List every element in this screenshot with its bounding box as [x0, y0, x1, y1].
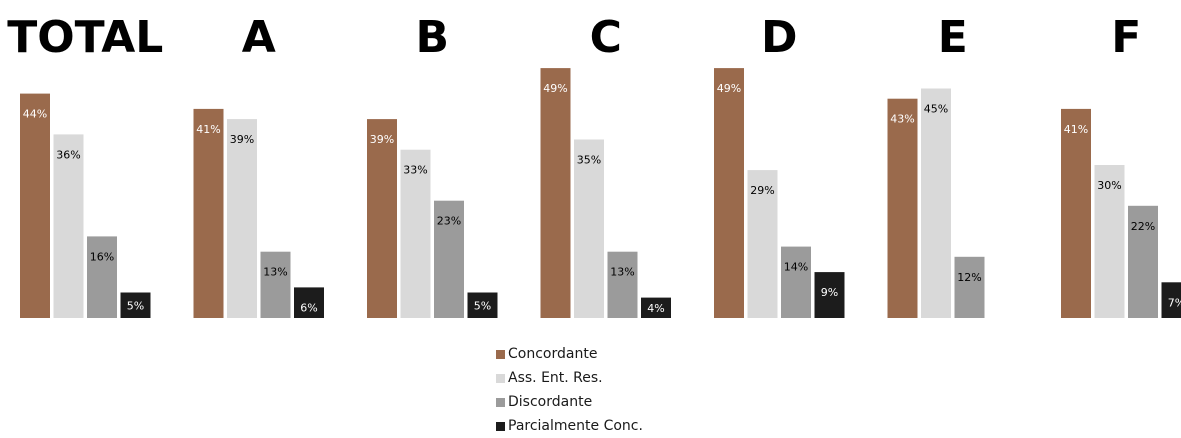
bar-e-series-0 [888, 99, 918, 318]
data-label-c-series-1: 35% [577, 154, 601, 167]
legend-label: Concordante [508, 346, 597, 362]
data-label-f-series-0: 41% [1064, 123, 1088, 136]
legend-item-1: Ass. Ent. Res. [496, 366, 643, 390]
legend-item-3: Parcialmente Conc. [496, 414, 643, 438]
bar-b-series-0 [367, 119, 397, 318]
legend-item-0: Concordante [496, 342, 643, 366]
data-label-e-series-0: 43% [890, 113, 914, 126]
bar-d-series-0 [714, 68, 744, 318]
data-label-total-series-0: 44% [23, 108, 47, 121]
group-title-a: A [242, 12, 276, 63]
bar-a-series-1 [227, 119, 257, 318]
legend: Concordante Ass. Ent. Res. Discordante Parc… [496, 342, 643, 438]
bar-total-series-0 [20, 94, 50, 318]
data-label-a-series-2: 13% [263, 266, 287, 279]
data-label-total-series-3: 5% [127, 299, 144, 312]
bar-total-series-2 [87, 236, 117, 318]
data-label-b-series-1: 33% [403, 164, 427, 177]
data-label-d-series-1: 29% [750, 184, 774, 197]
group-title-b: B [415, 12, 449, 63]
legend-label: Ass. Ent. Res. [508, 370, 603, 386]
bar-e-series-1 [921, 89, 951, 319]
data-label-d-series-2: 14% [784, 261, 808, 274]
data-label-e-series-2: 12% [957, 271, 981, 284]
data-label-e-series-1: 45% [924, 103, 948, 116]
bar-c-series-0 [541, 68, 571, 318]
legend-swatch [496, 374, 505, 383]
group-title-d: D [761, 12, 798, 63]
group-title-total: TOTAL [7, 12, 163, 63]
bar-f-series-0 [1061, 109, 1091, 318]
data-label-b-series-3: 5% [474, 299, 491, 312]
bar-e-series-2 [955, 257, 985, 318]
data-label-b-series-0: 39% [370, 133, 394, 146]
legend-swatch [496, 398, 505, 407]
bar-c-series-2 [608, 252, 638, 318]
group-title-c: C [590, 12, 622, 63]
data-label-total-series-2: 16% [90, 250, 114, 263]
bar-total-series-1 [54, 134, 84, 318]
data-label-total-series-1: 36% [56, 148, 80, 161]
data-label-c-series-3: 4% [647, 302, 664, 315]
data-label-b-series-2: 23% [437, 215, 461, 228]
legend-item-2: Discordante [496, 390, 643, 414]
bar-d-series-2 [781, 247, 811, 318]
bar-a-series-2 [261, 252, 291, 318]
legend-swatch [496, 422, 505, 431]
data-label-a-series-0: 41% [196, 123, 220, 136]
data-label-d-series-0: 49% [717, 82, 741, 95]
data-label-f-series-1: 30% [1097, 179, 1121, 192]
legend-swatch [496, 350, 505, 359]
data-label-a-series-3: 6% [300, 301, 317, 314]
data-label-f-series-2: 22% [1131, 220, 1155, 233]
legend-label: Discordante [508, 394, 592, 410]
data-label-d-series-3: 9% [821, 286, 838, 299]
data-label-a-series-1: 39% [230, 133, 254, 146]
group-title-e: E [938, 12, 968, 63]
data-label-c-series-0: 49% [543, 82, 567, 95]
bar-a-series-0 [194, 109, 224, 318]
group-title-f: F [1111, 12, 1141, 63]
data-label-c-series-2: 13% [610, 266, 634, 279]
data-label-f-series-3: 7% [1168, 296, 1181, 309]
